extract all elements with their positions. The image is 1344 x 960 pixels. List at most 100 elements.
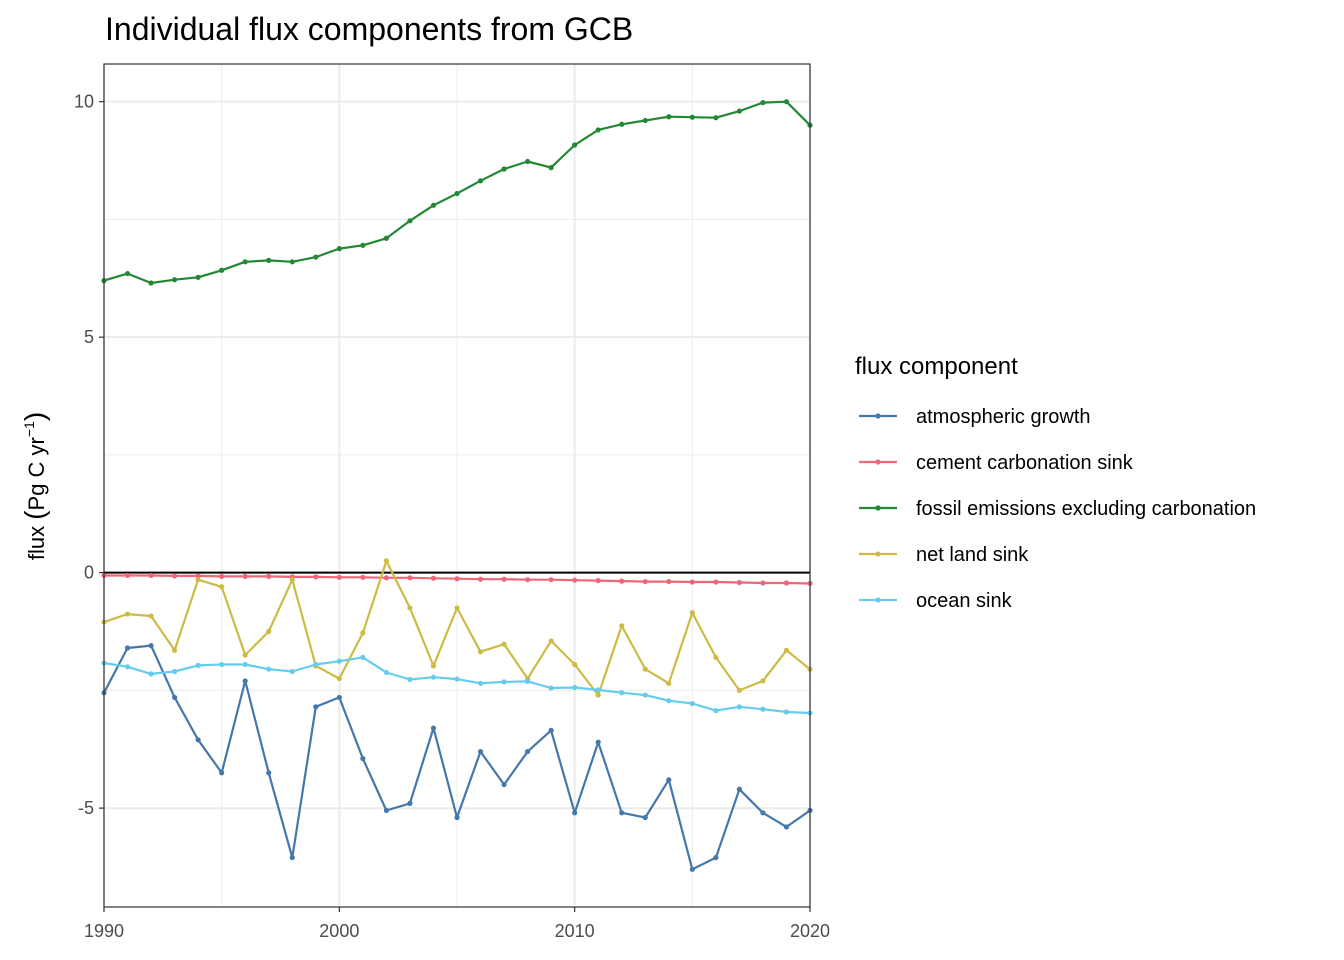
data-point bbox=[289, 259, 295, 265]
data-point bbox=[430, 674, 437, 680]
data-point bbox=[195, 737, 201, 743]
data-point bbox=[595, 578, 601, 584]
data-point bbox=[477, 178, 484, 184]
data-point bbox=[219, 573, 225, 579]
legend-item: fossil emissions excluding carbonation bbox=[859, 498, 1256, 520]
data-point bbox=[713, 708, 719, 714]
data-point bbox=[783, 709, 790, 715]
data-point bbox=[713, 654, 719, 660]
data-point bbox=[572, 577, 578, 583]
data-point bbox=[666, 114, 672, 120]
data-point bbox=[666, 680, 672, 686]
y-tick-label: 10 bbox=[74, 92, 94, 112]
data-point bbox=[172, 573, 178, 579]
data-point bbox=[242, 678, 248, 684]
data-point bbox=[689, 866, 695, 872]
data-point bbox=[642, 578, 648, 585]
x-tick-label: 2010 bbox=[555, 921, 595, 941]
y-tick-label: 5 bbox=[84, 327, 94, 347]
data-point bbox=[172, 694, 178, 701]
data-point bbox=[195, 274, 201, 280]
data-point bbox=[219, 584, 225, 590]
data-point bbox=[760, 100, 766, 106]
y-tick-label: 0 bbox=[84, 563, 94, 583]
x-tick-label: 2020 bbox=[790, 921, 830, 941]
data-point bbox=[219, 267, 225, 273]
data-point bbox=[407, 605, 413, 611]
y-axis-title-exponent: −1 bbox=[21, 421, 37, 437]
data-point bbox=[525, 748, 531, 755]
series-5 bbox=[101, 654, 813, 716]
x-tick-label: 2000 bbox=[319, 921, 359, 941]
data-point bbox=[501, 576, 507, 582]
y-axis-title-close-paren: ) bbox=[19, 412, 50, 421]
data-point bbox=[124, 270, 131, 277]
data-point bbox=[642, 666, 648, 672]
data-point bbox=[548, 165, 554, 171]
legend-label: fossil emissions excluding carbonation bbox=[916, 498, 1256, 520]
data-point bbox=[383, 558, 389, 564]
data-point bbox=[266, 628, 272, 635]
data-point bbox=[595, 692, 601, 698]
y-axis-title-unit: Pg C yr bbox=[24, 437, 49, 510]
data-point bbox=[595, 739, 601, 745]
data-point bbox=[548, 685, 554, 691]
data-point bbox=[407, 218, 413, 224]
data-point bbox=[501, 166, 507, 172]
data-point bbox=[148, 280, 154, 286]
data-point bbox=[595, 127, 601, 133]
data-point bbox=[407, 676, 413, 683]
legend-label: cement carbonation sink bbox=[916, 452, 1134, 474]
data-point bbox=[219, 770, 225, 776]
data-point bbox=[666, 698, 672, 704]
data-point bbox=[783, 99, 790, 105]
data-point bbox=[266, 257, 272, 263]
data-point bbox=[313, 704, 319, 710]
data-point bbox=[148, 671, 154, 677]
legend-title: flux component bbox=[855, 353, 1018, 380]
data-point bbox=[501, 679, 507, 685]
data-point bbox=[266, 770, 272, 776]
legend-label: ocean sink bbox=[916, 590, 1013, 612]
data-point bbox=[360, 574, 366, 580]
data-point bbox=[736, 108, 743, 114]
data-point bbox=[689, 610, 695, 616]
data-point bbox=[289, 668, 295, 675]
data-point bbox=[689, 700, 695, 707]
data-point bbox=[242, 661, 248, 668]
data-point bbox=[336, 675, 342, 682]
data-point bbox=[783, 647, 790, 653]
data-point bbox=[172, 668, 178, 675]
axis-ticks: 1990 2000 2010 2020 -5 0 5 10 bbox=[74, 92, 830, 941]
data-point bbox=[336, 574, 342, 580]
data-point bbox=[477, 576, 484, 582]
data-point bbox=[595, 687, 601, 693]
data-point bbox=[548, 577, 554, 583]
data-point bbox=[642, 692, 648, 698]
data-point bbox=[477, 680, 484, 686]
data-point bbox=[689, 579, 695, 585]
data-point bbox=[666, 578, 672, 585]
data-point bbox=[619, 690, 625, 696]
data-point bbox=[501, 641, 507, 647]
data-point bbox=[736, 687, 743, 693]
data-point bbox=[642, 814, 648, 821]
data-point bbox=[760, 580, 766, 586]
legend: atmospheric growth cement carbonation sin… bbox=[859, 406, 1256, 612]
data-point bbox=[736, 704, 743, 710]
data-point bbox=[548, 727, 554, 733]
legend-key-point bbox=[875, 459, 881, 465]
data-point bbox=[783, 580, 790, 586]
legend-key-point bbox=[875, 597, 881, 603]
series-group bbox=[101, 99, 813, 872]
series-3 bbox=[101, 99, 813, 286]
data-point bbox=[572, 810, 578, 816]
data-point bbox=[242, 652, 248, 658]
y-axis-title: flux (Pg C yr−1) bbox=[19, 412, 50, 560]
data-point bbox=[360, 654, 366, 660]
data-point bbox=[242, 259, 248, 265]
data-point bbox=[525, 577, 531, 583]
data-point bbox=[313, 661, 319, 668]
legend-item: cement carbonation sink bbox=[859, 452, 1134, 474]
